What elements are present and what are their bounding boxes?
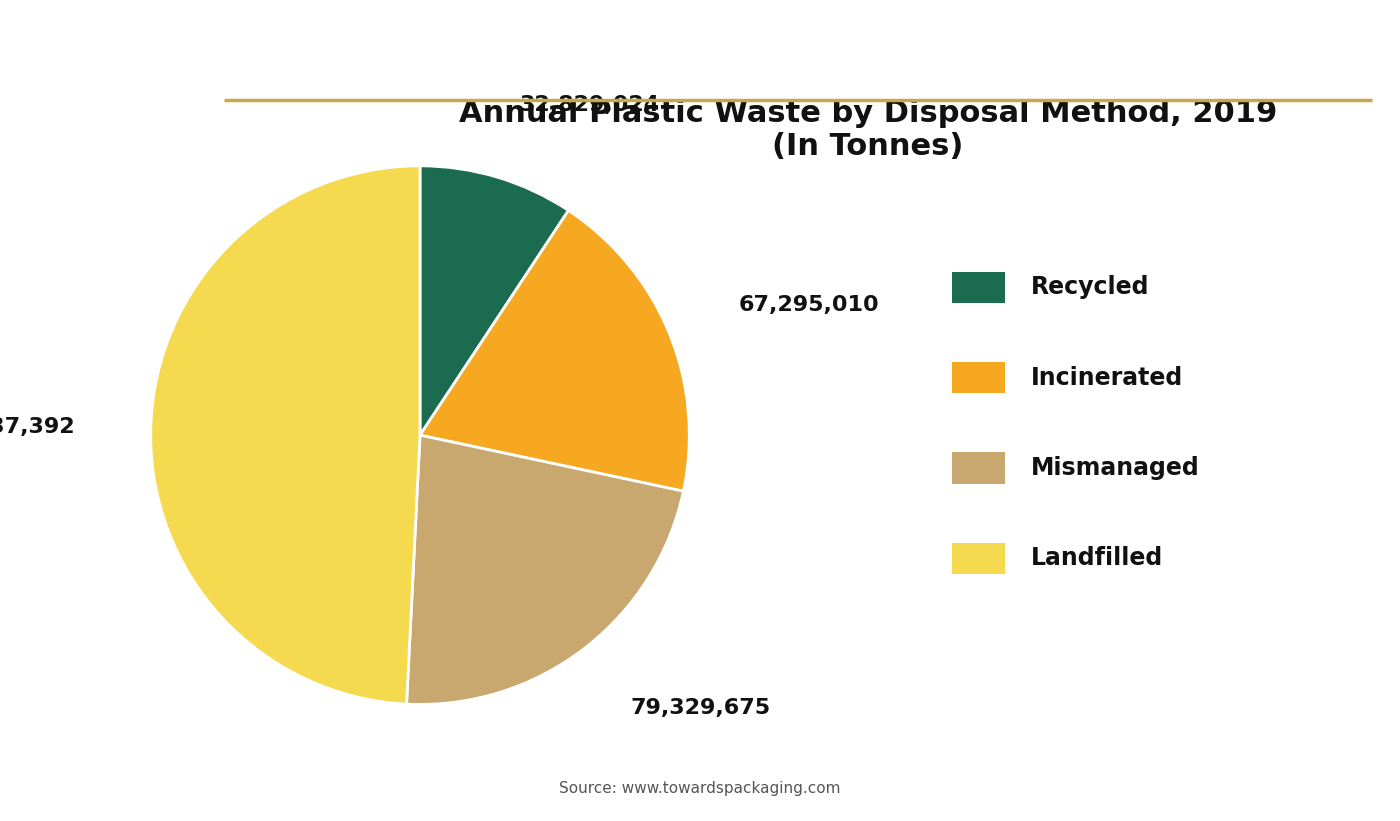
Wedge shape	[406, 435, 683, 704]
Text: 173,837,392: 173,837,392	[0, 416, 76, 437]
Text: Mismanaged: Mismanaged	[1030, 456, 1200, 480]
Text: Source: www.towardspackaging.com: Source: www.towardspackaging.com	[559, 782, 841, 796]
Text: 79,329,675: 79,329,675	[630, 699, 770, 718]
Text: Annual Plastic Waste by Disposal Method, 2019
(In Tonnes): Annual Plastic Waste by Disposal Method,…	[459, 99, 1277, 161]
Text: Recycled: Recycled	[1030, 275, 1149, 300]
Text: Incinerated: Incinerated	[1030, 365, 1183, 390]
Wedge shape	[420, 210, 689, 491]
Text: 32,829,024: 32,829,024	[519, 95, 659, 115]
Wedge shape	[420, 166, 568, 435]
Text: Landfilled: Landfilled	[1030, 546, 1162, 571]
Wedge shape	[151, 166, 420, 704]
Text: 67,295,010: 67,295,010	[739, 295, 879, 314]
